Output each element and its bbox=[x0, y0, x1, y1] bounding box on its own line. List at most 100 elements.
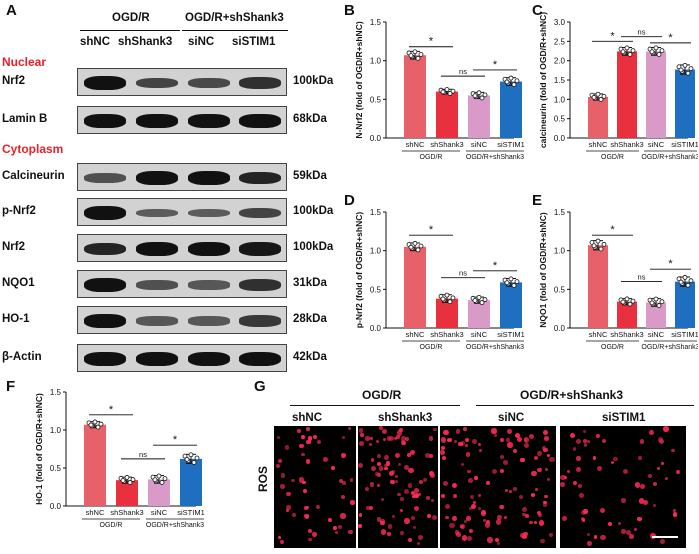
ros-cell bbox=[370, 458, 374, 462]
ros-cell bbox=[297, 429, 301, 433]
ros-cell bbox=[358, 428, 364, 433]
data-point bbox=[476, 90, 482, 96]
data-point bbox=[508, 75, 514, 81]
group-label: OGD/R+shShank3 bbox=[641, 344, 698, 351]
data-point bbox=[412, 240, 418, 246]
y-tick-label: 2.5 bbox=[554, 37, 566, 46]
ros-cell bbox=[341, 435, 346, 439]
ros-cell bbox=[431, 498, 435, 502]
ros-cell bbox=[471, 438, 478, 445]
ros-cell bbox=[337, 524, 343, 529]
ros-cell bbox=[570, 432, 575, 438]
chart-n-nrf2: 0.0 0.5 1.0 1.5 N-Nrf2 (fold of OGD/R+shNC) s… bbox=[354, 18, 525, 161]
ros-cell bbox=[428, 436, 434, 441]
ros-cell bbox=[333, 526, 337, 531]
ros-cell bbox=[451, 482, 458, 489]
ros-cell bbox=[580, 509, 586, 515]
ros-cell bbox=[440, 449, 445, 455]
bar bbox=[148, 479, 170, 506]
ros-cell bbox=[303, 489, 308, 494]
ros-cell bbox=[637, 516, 642, 521]
x-tick-label: siSTIM1 bbox=[671, 140, 698, 149]
ros-cell bbox=[633, 528, 637, 532]
ros-cell bbox=[390, 479, 395, 485]
ros-image-panel bbox=[274, 426, 356, 548]
ros-cell bbox=[468, 478, 473, 483]
ros-cell bbox=[376, 473, 381, 478]
ros-cell bbox=[528, 434, 535, 440]
ros-cell bbox=[304, 513, 309, 519]
ros-cell bbox=[374, 471, 379, 476]
ros-cell bbox=[463, 519, 467, 523]
ros-cell bbox=[497, 515, 502, 520]
comparison-label: * bbox=[668, 258, 673, 270]
ros-cell bbox=[548, 533, 553, 538]
ros-cell bbox=[387, 524, 393, 529]
data-point bbox=[620, 49, 626, 55]
ros-cell bbox=[316, 504, 321, 509]
group-label: OGD/R+shShank3 bbox=[466, 154, 524, 161]
y-tick-label: 1.0 bbox=[554, 95, 566, 104]
ros-cell bbox=[300, 435, 305, 440]
bar bbox=[436, 298, 458, 328]
ros-cell bbox=[629, 534, 634, 539]
ros-cell bbox=[567, 469, 571, 473]
ros-cell bbox=[660, 539, 666, 545]
ros-cell bbox=[307, 436, 313, 441]
wb-section-nuclear: Nuclear bbox=[2, 55, 47, 69]
ros-cell bbox=[371, 466, 377, 472]
ros-cell bbox=[544, 467, 549, 472]
ros-cell bbox=[459, 440, 466, 446]
ros-cell bbox=[586, 439, 590, 444]
ros-cell bbox=[622, 468, 629, 475]
ros-cell bbox=[464, 437, 470, 443]
data-point bbox=[514, 78, 520, 84]
comparison-label: * bbox=[668, 32, 673, 44]
ros-cell bbox=[381, 429, 387, 435]
ros-cell bbox=[347, 426, 352, 431]
ros-cell bbox=[470, 495, 475, 500]
ros-cell bbox=[580, 517, 585, 521]
ros-cell bbox=[578, 492, 585, 498]
y-tick-label: 1.5 bbox=[554, 76, 566, 85]
data-point bbox=[444, 292, 450, 298]
bar bbox=[617, 51, 637, 138]
ros-cell bbox=[640, 484, 646, 490]
ros-cell bbox=[441, 445, 446, 450]
ros-cell bbox=[583, 430, 587, 434]
ros-cell bbox=[672, 512, 678, 517]
comparison-label: * bbox=[493, 260, 498, 272]
bar bbox=[180, 458, 202, 506]
data-point bbox=[92, 419, 98, 425]
blot-band bbox=[188, 208, 230, 218]
ros-cell bbox=[487, 537, 493, 543]
ros-cell bbox=[410, 515, 415, 520]
ros-cell bbox=[529, 520, 534, 525]
chart-ho-1: 0.0 0.5 1.0 1.5 HO-1 (fold of OGD/R+shNC) shN… bbox=[34, 388, 205, 529]
ros-cell bbox=[312, 532, 318, 537]
ros-cell bbox=[276, 435, 281, 439]
panel-label-c: C bbox=[532, 2, 543, 19]
data-point bbox=[598, 97, 604, 102]
y-tick-label: 3.0 bbox=[554, 18, 566, 27]
ros-cell bbox=[506, 429, 512, 435]
blot-band bbox=[188, 352, 230, 366]
y-tick-label: 0.0 bbox=[554, 134, 566, 143]
data-point bbox=[184, 456, 190, 462]
data-point bbox=[156, 473, 162, 479]
ros-cell bbox=[391, 470, 396, 475]
group-label: OGD/R bbox=[100, 522, 123, 529]
comparison-label: * bbox=[493, 59, 498, 71]
ros-cell bbox=[531, 492, 536, 498]
ros-cell bbox=[576, 456, 581, 461]
ros-cell bbox=[504, 516, 508, 520]
blot-kda-label: 28kDa bbox=[293, 313, 327, 325]
ros-cell bbox=[587, 532, 591, 536]
ros-cell bbox=[531, 470, 537, 476]
ros-cell bbox=[512, 448, 518, 454]
ros-cell bbox=[453, 439, 458, 444]
ros-cell bbox=[299, 477, 305, 483]
ros-cell bbox=[544, 494, 548, 499]
ros-cell bbox=[370, 437, 374, 441]
wb-group-ogdr-sh-line bbox=[182, 30, 288, 31]
